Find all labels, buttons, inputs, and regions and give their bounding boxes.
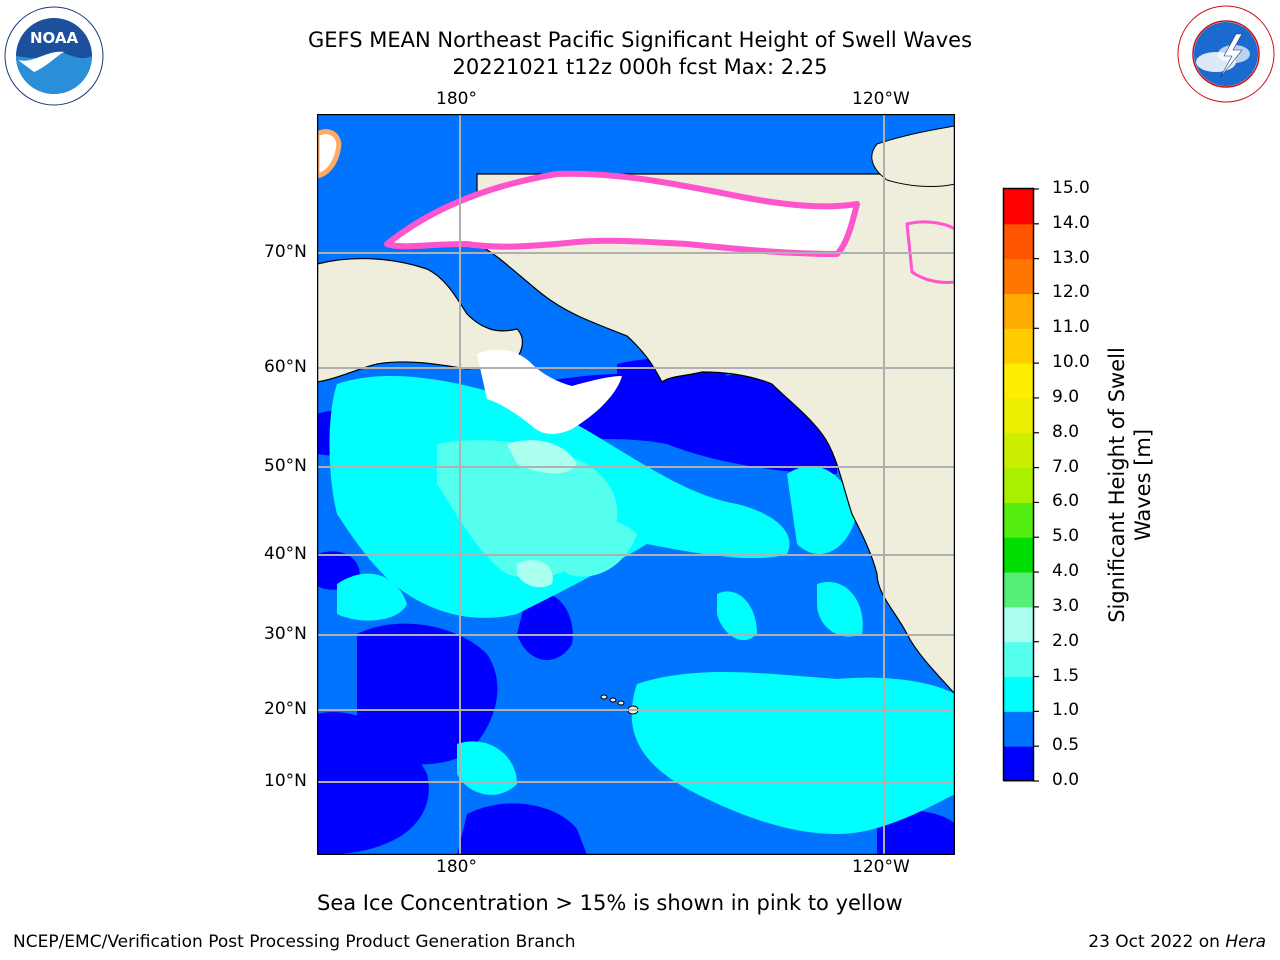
colorbar-swatch	[1004, 641, 1033, 678]
colorbar-tick-label: 14.0	[1052, 212, 1090, 233]
colorbar-swatch	[1004, 676, 1033, 712]
colorbar-tick-label: 15.0	[1052, 178, 1090, 198]
colorbar-swatch	[1004, 606, 1033, 643]
lon-label-bottom-180: 180°	[436, 857, 477, 877]
lon-label-bottom-120w: 120°W	[852, 857, 910, 877]
colorbar-swatch	[1004, 502, 1033, 538]
land-north-america	[476, 173, 954, 694]
land-arctic-islands	[871, 125, 954, 188]
noaa-logo: NOAA	[4, 6, 104, 106]
lat-label-70n: 70°N	[264, 242, 307, 262]
colorbar-tick-label: 8.0	[1052, 421, 1080, 442]
colorbar-swatch	[1004, 711, 1033, 747]
footer-right: 23 Oct 2022 on Hera	[1088, 932, 1266, 952]
colorbar-tick-label: 11.0	[1052, 317, 1090, 338]
footer-host: Hera	[1225, 932, 1266, 952]
lat-label-10n: 10°N	[264, 771, 307, 791]
colorbar-swatch	[1004, 328, 1033, 364]
colorbar-tick-label: 0.5	[1052, 735, 1080, 756]
colorbar-swatch	[1004, 397, 1033, 434]
sea-ice-caption: Sea Ice Concentration > 15% is shown in …	[317, 891, 903, 915]
colorbar-tick-label: 12.0	[1052, 282, 1090, 303]
swell-low-regions	[317, 358, 954, 854]
lat-label-50n: 50°N	[264, 456, 307, 476]
colorbar-tick-label: 3.0	[1052, 595, 1080, 616]
swell-high-regions	[437, 440, 637, 578]
swell-mid-regions	[329, 375, 954, 834]
map-panel	[317, 114, 955, 855]
sea-ice-edge-west	[317, 129, 342, 179]
sea-ice-bering	[477, 349, 622, 434]
lat-label-60n: 60°N	[264, 357, 307, 377]
colorbar-tick-label: 13.0	[1052, 247, 1090, 268]
lat-label-40n: 40°N	[264, 544, 307, 564]
colorbar-swatch	[1004, 189, 1033, 225]
nws-logo	[1176, 4, 1276, 104]
colorbar-label-line1: Significant Height of Swell	[1105, 347, 1129, 623]
colorbar-label-line2: Waves [m]	[1131, 428, 1155, 542]
colorbar-swatch	[1004, 572, 1033, 608]
colorbar-tick-label: 9.0	[1052, 386, 1080, 407]
swell-max-regions	[507, 440, 577, 588]
colorbar	[1002, 187, 1039, 782]
colorbar-swatch	[1004, 432, 1033, 469]
lat-label-20n: 20°N	[264, 699, 307, 719]
colorbar-tick-label: 1.5	[1052, 665, 1080, 686]
graticule	[317, 114, 954, 854]
map-frame	[317, 114, 955, 855]
colorbar-swatch	[1004, 223, 1033, 260]
land-siberia	[317, 257, 524, 383]
colorbar-tick-label: 2.0	[1052, 630, 1080, 651]
colorbar-swatch	[1004, 258, 1033, 294]
footer-left: NCEP/EMC/Verification Post Processing Pr…	[13, 932, 576, 952]
colorbar-swatch	[1004, 746, 1033, 782]
colorbar-swatch	[1004, 537, 1033, 573]
lon-label-top-180: 180°	[436, 89, 477, 109]
footer-date: 23 Oct 2022 on	[1088, 932, 1226, 952]
colorbar-swatch	[1004, 293, 1033, 329]
noaa-logo-text: NOAA	[30, 29, 79, 47]
colorbar-tick-label: 10.0	[1052, 352, 1090, 373]
colorbar-tick-label: 4.0	[1052, 561, 1080, 582]
colorbar-swatch	[1004, 467, 1033, 503]
colorbar-tick-label: 6.0	[1052, 491, 1080, 512]
colorbar-tick-label: 5.0	[1052, 526, 1080, 547]
lat-label-30n: 30°N	[264, 624, 307, 644]
colorbar-swatch	[1004, 363, 1033, 399]
colorbar-tick-label: 0.0	[1052, 770, 1080, 790]
colorbar-tick-label: 7.0	[1052, 456, 1080, 477]
chart-title: GEFS MEAN Northeast Pacific Significant …	[307, 28, 973, 52]
lon-label-top-120w: 120°W	[852, 89, 910, 109]
chart-subtitle: 20221021 t12z 000h fcst Max: 2.25	[452, 55, 828, 79]
colorbar-tick-label: 1.0	[1052, 700, 1080, 721]
sea-ice-arctic	[384, 170, 860, 257]
